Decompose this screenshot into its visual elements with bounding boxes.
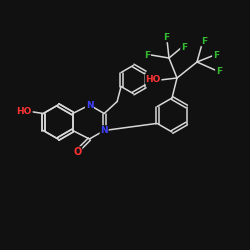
Text: F: F	[181, 44, 187, 52]
Text: O: O	[73, 147, 82, 157]
Text: F: F	[144, 50, 150, 59]
Text: HO: HO	[16, 107, 32, 116]
Text: F: F	[163, 32, 169, 42]
Text: F: F	[213, 50, 219, 59]
Text: F: F	[201, 36, 207, 46]
Text: N: N	[100, 126, 108, 135]
Text: N: N	[86, 100, 93, 110]
Text: F: F	[216, 66, 222, 76]
Text: HO: HO	[145, 74, 161, 84]
